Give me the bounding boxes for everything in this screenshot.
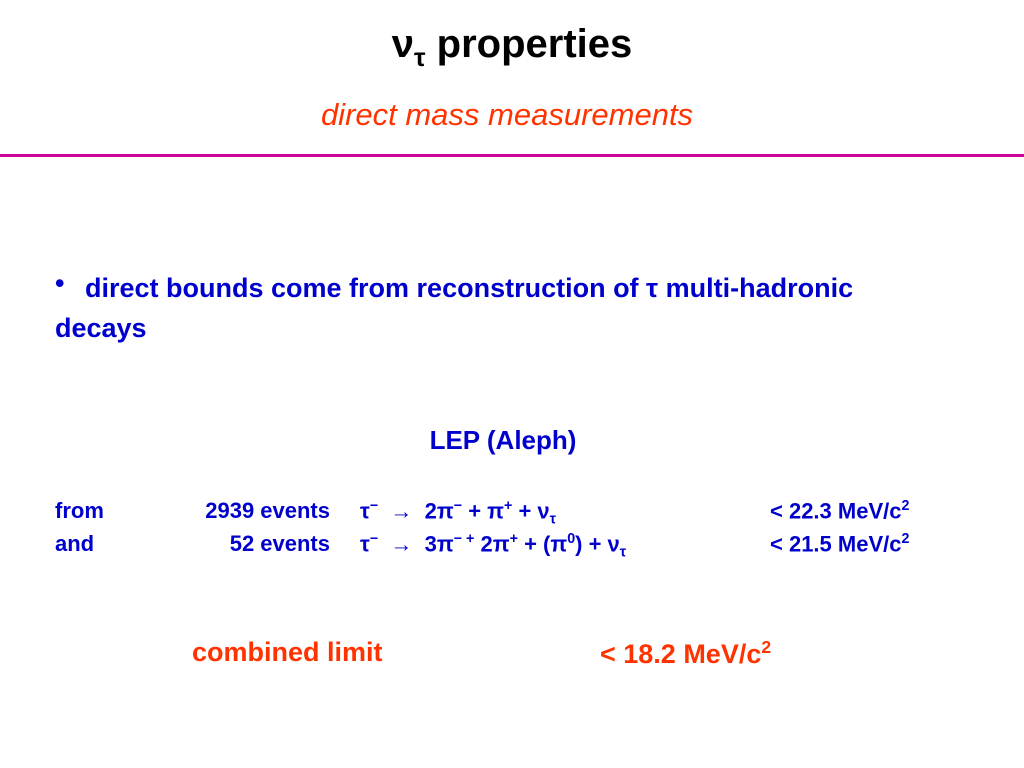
text-part: ) + ν [575,531,620,557]
text-part: τ [360,531,370,557]
supscript: 2 [901,531,910,547]
row-limit: < 21.5 MeV/c2 [770,531,909,557]
supscript: − [369,531,379,547]
bullet-dot: • [55,268,65,298]
text-part: → 3π [378,531,454,557]
bullet-text: direct bounds come from reconstruction o… [55,273,854,343]
text-part: + ν [512,498,550,524]
subtitle: direct mass measurements [320,97,694,132]
subscript: τ [413,42,426,72]
text-part: τ [360,498,370,524]
text-part: 2π [474,531,510,557]
supscript: 2 [901,498,910,514]
row-decay: τ− → 3π− + 2π+ + (π0) + ντ [360,531,626,561]
text-part: < 22.3 MeV/c [770,498,902,524]
text-part: + π [462,498,504,524]
supscript: + [504,498,513,514]
supscript: 0 [567,531,576,547]
supscript: − + [453,531,475,547]
subscript: τ [619,544,627,561]
row-limit: < 22.3 MeV/c2 [770,498,909,524]
section-title: LEP (Aleph) [429,425,577,455]
subscript: τ [549,511,557,528]
supscript: − [453,498,463,514]
row-label: from [55,498,104,523]
row-label: and [55,531,95,556]
text-part: → 2π [378,498,454,524]
row-decay: τ− → 2π− + π+ + ντ [360,498,556,528]
supscript: − [369,498,379,514]
supscript: 2 [761,637,772,657]
text-part: < 21.5 MeV/c [770,531,902,557]
text-part: properties [425,22,633,66]
text-part: ν [391,22,414,66]
row-events: 2939 events [205,498,330,523]
combined-limit: < 18.2 MeV/c2 [600,637,771,670]
row-events: 52 events [229,531,330,556]
divider [0,154,1024,157]
title: ντ properties [0,22,1024,73]
supscript: + [509,531,518,547]
text-part: + (π [517,531,568,557]
text-part: < 18.2 MeV/c [600,639,762,669]
combined-label: combined limit [192,637,383,667]
